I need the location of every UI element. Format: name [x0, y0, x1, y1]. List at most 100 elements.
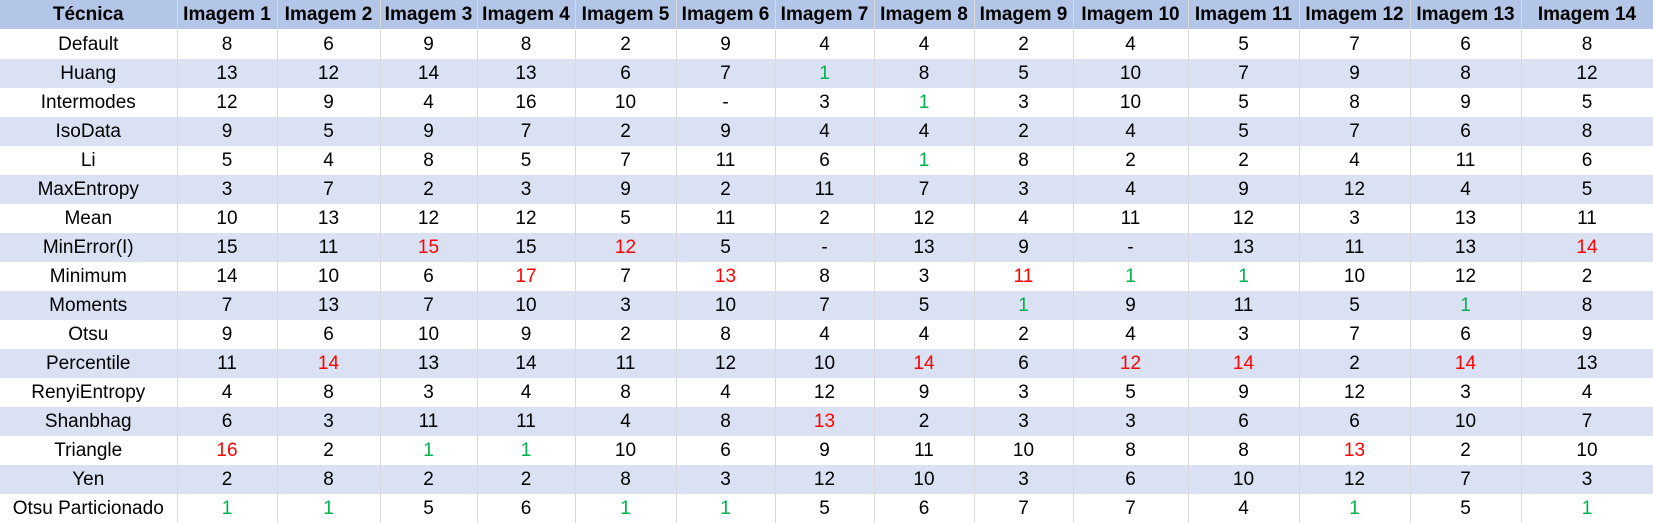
rank-cell: 11 — [575, 349, 677, 378]
rank-cell: 13 — [277, 291, 381, 320]
table-row: IsoData 9 5 9 7 2 9 4 4 2 4 5 7 6 8 — [0, 117, 1653, 146]
column-header-imagem-5: Imagem 5 — [575, 0, 677, 30]
rank-cell: 8 — [1521, 29, 1653, 59]
rank-cell: - — [676, 88, 776, 117]
rank-cell: 11 — [874, 436, 975, 465]
rank-cell: 1 — [1073, 262, 1189, 291]
rank-cell: 5 — [1073, 378, 1189, 407]
row-label: Li — [0, 146, 178, 175]
rank-cell: 4 — [775, 117, 875, 146]
rank-cell: 9 — [380, 29, 478, 59]
column-header-imagem-4: Imagem 4 — [477, 0, 576, 30]
row-label: IsoData — [0, 117, 178, 146]
rank-cell: 6 — [1410, 320, 1522, 349]
rank-cell: 7 — [1410, 465, 1522, 494]
rank-cell: 4 — [575, 407, 677, 436]
rank-cell: 5 — [1188, 29, 1300, 59]
rank-cell: 8 — [1188, 436, 1300, 465]
rank-cell: 1 — [874, 88, 975, 117]
rank-cell: 10 — [1521, 436, 1653, 465]
rank-cell: 12 — [477, 204, 576, 233]
row-label: RenyiEntropy — [0, 378, 178, 407]
rank-cell: 10 — [575, 88, 677, 117]
table-row: Moments 7 13 7 10 3 10 7 5 1 9 11 5 1 8 — [0, 291, 1653, 320]
rank-cell: 11 — [1188, 291, 1300, 320]
rank-cell: 2 — [1410, 436, 1522, 465]
rank-cell: 13 — [1521, 349, 1653, 378]
rank-cell: 3 — [874, 262, 975, 291]
column-header-imagem-3: Imagem 3 — [380, 0, 478, 30]
rank-cell: 11 — [1521, 204, 1653, 233]
rank-cell: 5 — [676, 233, 776, 262]
rank-cell: 7 — [1188, 59, 1300, 88]
rank-cell: 12 — [277, 59, 381, 88]
rank-cell: 6 — [874, 494, 975, 523]
column-header-imagem-7: Imagem 7 — [775, 0, 875, 30]
rank-cell: 5 — [974, 59, 1074, 88]
row-label: MaxEntropy — [0, 175, 178, 204]
rank-cell: 1 — [1521, 494, 1653, 523]
rank-cell: 11 — [676, 146, 776, 175]
table-row: RenyiEntropy 4 8 3 4 8 4 12 9 3 5 9 12 3 4 — [0, 378, 1653, 407]
rank-cell: 11 — [1073, 204, 1189, 233]
rank-cell: 10 — [874, 465, 975, 494]
column-header-imagem-8: Imagem 8 — [874, 0, 975, 30]
rank-cell: 1 — [874, 146, 975, 175]
rank-cell: 6 — [1521, 146, 1653, 175]
table-row: Triangle 16 2 1 1 10 6 9 11 10 8 8 13 2 10 — [0, 436, 1653, 465]
rank-cell: 4 — [874, 117, 975, 146]
rank-cell: 8 — [177, 29, 278, 59]
rank-cell: 1 — [676, 494, 776, 523]
table-row: MinError(I) 15 11 15 15 12 5-13 9-13 11 13 14 — [0, 233, 1653, 262]
rank-cell: 8 — [1073, 436, 1189, 465]
rank-cell: 10 — [575, 436, 677, 465]
rank-cell: 2 — [974, 29, 1074, 59]
rank-cell: 11 — [775, 175, 875, 204]
rank-cell: 3 — [775, 88, 875, 117]
column-header-tecnica: Técnica — [0, 0, 178, 30]
rank-cell: 14 — [874, 349, 975, 378]
rank-cell: 11 — [974, 262, 1074, 291]
rank-cell: 4 — [477, 378, 576, 407]
rank-cell: 5 — [1188, 117, 1300, 146]
rank-cell: 4 — [974, 204, 1074, 233]
rank-cell: 8 — [1521, 117, 1653, 146]
rank-cell: 3 — [974, 407, 1074, 436]
column-header-imagem-9: Imagem 9 — [974, 0, 1074, 30]
rank-cell: 10 — [1188, 465, 1300, 494]
rank-cell: 6 — [277, 29, 381, 59]
rank-cell: 10 — [177, 204, 278, 233]
rank-cell: 2 — [1073, 146, 1189, 175]
rank-cell: 12 — [575, 233, 677, 262]
row-label: Minimum — [0, 262, 178, 291]
rank-cell: 9 — [177, 320, 278, 349]
rank-cell: 9 — [874, 378, 975, 407]
rank-cell: 12 — [1521, 59, 1653, 88]
rank-cell: 7 — [974, 494, 1074, 523]
rank-cell: 13 — [676, 262, 776, 291]
rank-cell: 2 — [380, 465, 478, 494]
rank-cell: 10 — [477, 291, 576, 320]
rank-cell: 10 — [676, 291, 776, 320]
rank-cell: 7 — [177, 291, 278, 320]
rank-cell: 12 — [177, 88, 278, 117]
rank-cell: 7 — [477, 117, 576, 146]
rank-cell: 6 — [277, 320, 381, 349]
rank-cell: 3 — [974, 465, 1074, 494]
rank-cell: 9 — [1410, 88, 1522, 117]
rank-cell: 4 — [1188, 494, 1300, 523]
rank-cell: 3 — [1188, 320, 1300, 349]
rank-cell: - — [775, 233, 875, 262]
rank-cell: 10 — [1073, 59, 1189, 88]
rank-cell: 13 — [177, 59, 278, 88]
rank-cell: 3 — [1073, 407, 1189, 436]
rank-cell: 13 — [1410, 204, 1522, 233]
rank-cell: 4 — [1073, 29, 1189, 59]
rank-cell: 6 — [1299, 407, 1411, 436]
rank-cell: 8 — [974, 146, 1074, 175]
table-row: Yen 2 8 2 2 8 3 12 10 3 6 10 12 7 3 — [0, 465, 1653, 494]
rank-cell: 13 — [775, 407, 875, 436]
rank-cell: 11 — [380, 407, 478, 436]
rank-cell: 4 — [874, 29, 975, 59]
rank-cell: 4 — [1073, 175, 1189, 204]
